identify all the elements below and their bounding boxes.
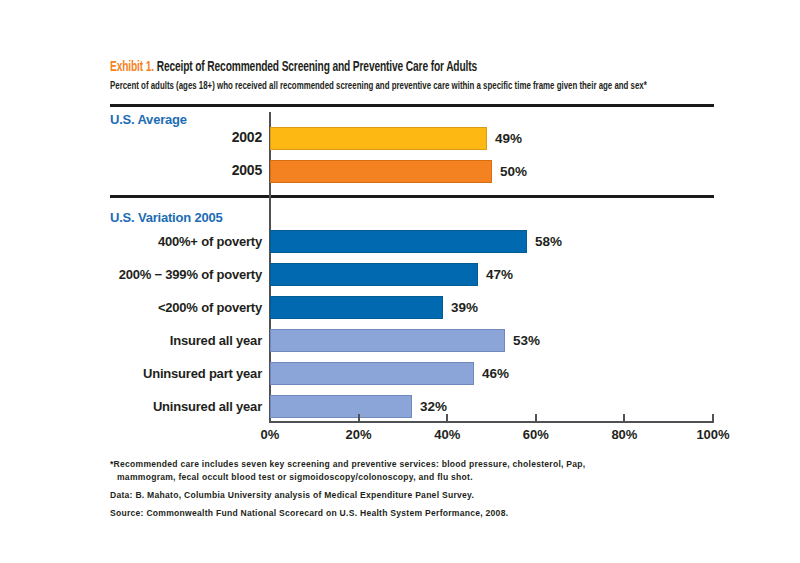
category-label: 400%+ of poverty [60, 234, 262, 249]
section-label-us-variation: U.S. Variation 2005 [110, 210, 223, 225]
bar [270, 329, 505, 352]
category-label: Uninsured part year [60, 366, 262, 381]
value-label: 53% [513, 333, 540, 348]
chart-slide: Exhibit 1. Receipt of Recommended Screen… [0, 0, 800, 563]
bar [270, 160, 492, 183]
category-label: <200% of poverty [60, 300, 262, 315]
value-label: 58% [535, 234, 562, 249]
footnote-source: Source: Commonwealth Fund National Score… [110, 507, 553, 518]
footnote-data-label: Data: [110, 489, 133, 500]
footnote-data: Data: B. Mahato, Columbia University ana… [110, 489, 515, 500]
section-label-us-average: U.S. Average [110, 112, 187, 127]
value-label: 50% [500, 164, 527, 179]
middle-divider-rule [110, 195, 714, 198]
value-label: 32% [420, 399, 447, 414]
bar [270, 296, 443, 319]
bar [270, 230, 527, 253]
category-label: Insured all year [60, 333, 262, 348]
x-axis-tick-label: 0% [240, 427, 300, 442]
x-axis-tick [535, 414, 537, 421]
value-label: 47% [486, 267, 513, 282]
bar [270, 395, 412, 418]
title-text: Receipt of Recommended Screening and Pre… [157, 57, 477, 74]
value-label: 49% [495, 131, 522, 146]
page-title: Exhibit 1. Receipt of Recommended Screen… [110, 57, 650, 74]
top-divider-rule [110, 104, 714, 107]
subtitle: Percent of adults (ages 18+) who receive… [110, 79, 800, 91]
x-axis-tick-label: 80% [594, 427, 654, 442]
x-axis-tick [358, 414, 360, 421]
x-axis-tick-label: 40% [417, 427, 477, 442]
bar [270, 263, 478, 286]
bar [270, 127, 487, 150]
footnote-source-text: Commonwealth Fund National Scorecard on … [144, 507, 509, 518]
x-axis-tick [712, 414, 714, 421]
x-axis-line [270, 421, 714, 423]
footnote-asterisk-line1: *Recommended care includes seven key scr… [110, 458, 638, 469]
exhibit-number-label: Exhibit 1. [110, 57, 154, 74]
footnote-asterisk-line2: mammogram, fecal occult blood test or si… [117, 471, 512, 482]
category-label: Uninsured all year [60, 399, 262, 414]
footnote-source-label: Source: [110, 507, 144, 518]
footnote-data-text: B. Mahato, Columbia University analysis … [133, 489, 474, 500]
value-label: 46% [482, 366, 509, 381]
x-axis-tick [446, 414, 448, 421]
x-axis-tick-label: 20% [329, 427, 389, 442]
category-label: 200% − 399% of poverty [60, 267, 262, 282]
bar [270, 362, 474, 385]
x-axis-tick-label: 100% [683, 427, 743, 442]
value-label: 39% [451, 300, 478, 315]
x-axis-tick [623, 414, 625, 421]
x-axis-tick-label: 60% [506, 427, 566, 442]
category-label: 2002 [60, 129, 262, 145]
category-label: 2005 [60, 162, 262, 178]
